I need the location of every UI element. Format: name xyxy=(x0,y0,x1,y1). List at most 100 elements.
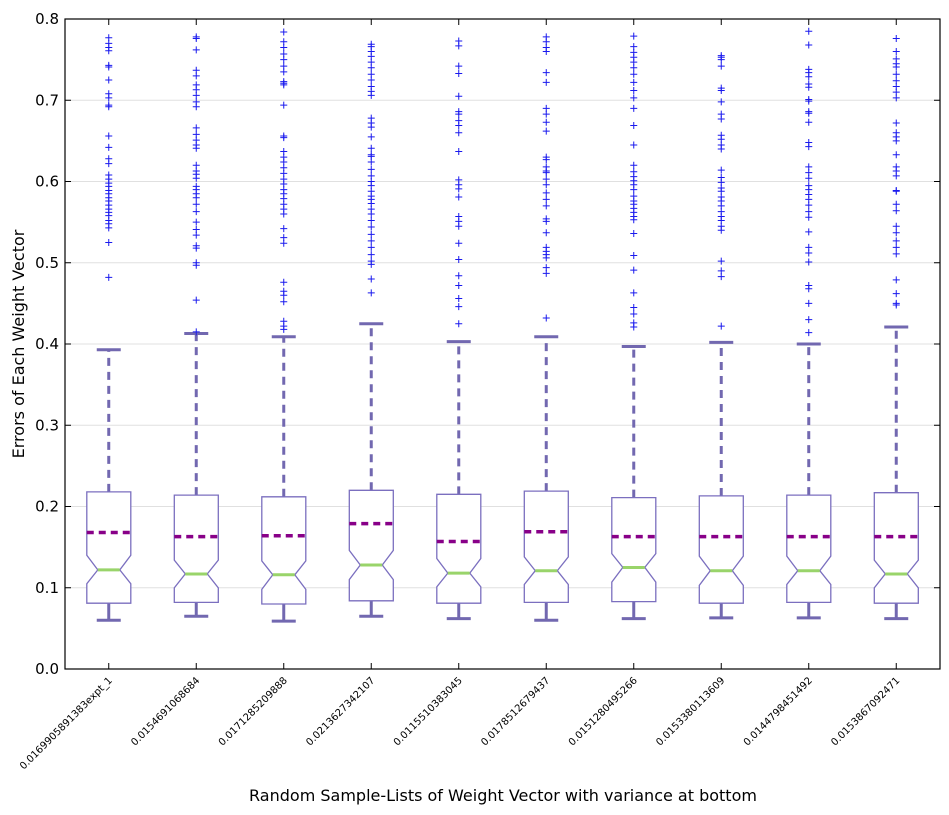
box-group xyxy=(698,52,744,620)
flier-point xyxy=(192,328,200,336)
box-group xyxy=(173,33,219,618)
flier-point xyxy=(542,264,550,272)
flier-point xyxy=(280,50,288,58)
flier-point xyxy=(892,35,900,42)
flier-point xyxy=(455,282,463,289)
flier-point xyxy=(717,110,725,118)
flier-point xyxy=(630,319,638,327)
flier-point xyxy=(805,139,813,146)
flier-point xyxy=(542,215,550,223)
flier-point xyxy=(805,41,813,49)
flier-point xyxy=(367,243,375,251)
flier-point xyxy=(367,144,375,152)
flier-point xyxy=(805,95,813,103)
flier-point xyxy=(280,28,288,36)
flier-point xyxy=(805,163,813,171)
flier-point xyxy=(630,70,638,78)
flier-point xyxy=(805,316,813,324)
box-group xyxy=(86,34,132,622)
box-group xyxy=(261,28,307,623)
flier-point xyxy=(280,38,288,46)
flier-point xyxy=(192,225,200,233)
flier-point xyxy=(892,243,900,251)
flier-point xyxy=(192,259,200,267)
flier-point xyxy=(542,78,550,86)
flier-point xyxy=(455,92,463,100)
flier-point xyxy=(367,251,375,259)
flier-point xyxy=(717,173,725,181)
box-group xyxy=(611,32,657,621)
y-axis-ticks: 0.0 0.1 0.2 0.3 0.4 0.5 0.6 0.7 0.8 xyxy=(35,10,940,678)
flier-point xyxy=(542,127,550,135)
flier-point xyxy=(280,132,288,140)
flier-point xyxy=(630,121,638,129)
box-group xyxy=(523,33,569,622)
flier-point xyxy=(192,46,200,54)
flier-point xyxy=(805,208,813,216)
flier-point xyxy=(630,251,638,259)
flier-point xyxy=(455,193,463,201)
box-group xyxy=(873,35,919,621)
flier-point xyxy=(105,34,113,42)
flier-point xyxy=(192,208,200,216)
flier-point xyxy=(542,69,550,77)
flier-point xyxy=(367,165,375,173)
flier-point xyxy=(280,225,288,233)
x-tick-label: 0.0151280495266 xyxy=(567,675,640,748)
flier-point xyxy=(805,243,813,251)
flier-point xyxy=(630,104,638,112)
flier-point xyxy=(542,314,550,322)
flier-point xyxy=(892,229,900,237)
flier-point xyxy=(805,282,813,289)
flier-point xyxy=(105,101,113,109)
notched-box xyxy=(86,491,132,604)
flier-point xyxy=(892,55,900,63)
flier-point xyxy=(717,62,725,70)
flier-point xyxy=(805,80,813,88)
flier-point xyxy=(892,222,900,230)
flier-point xyxy=(542,118,550,126)
flier-point xyxy=(367,82,375,90)
flier-point xyxy=(455,239,463,247)
flier-point xyxy=(280,78,288,86)
flier-point xyxy=(280,278,288,286)
notched-box xyxy=(698,495,744,604)
x-tick-label: 0.0115510383045 xyxy=(392,675,465,748)
x-tick-label: 0.0144798451492 xyxy=(742,675,815,748)
x-tick-label: 0.0178512679437 xyxy=(479,675,552,748)
flier-point xyxy=(717,322,725,330)
flier-point xyxy=(542,243,550,251)
flier-point xyxy=(455,212,463,220)
flier-point xyxy=(455,295,463,302)
flier-point xyxy=(105,61,113,69)
flier-point xyxy=(367,223,375,231)
flier-point xyxy=(367,40,375,48)
flier-point xyxy=(542,175,550,183)
flier-point xyxy=(805,65,813,73)
flier-point xyxy=(892,186,900,194)
flier-point xyxy=(105,155,113,163)
flier-point xyxy=(455,272,463,280)
flier-point xyxy=(892,77,900,85)
flier-point xyxy=(367,217,375,224)
flier-point xyxy=(630,289,638,297)
flier-point xyxy=(192,200,200,208)
box-group xyxy=(786,27,832,620)
flier-point xyxy=(630,78,638,86)
notched-box xyxy=(436,493,482,604)
y-tick-label: 0.8 xyxy=(35,10,59,28)
flier-point xyxy=(542,33,550,41)
flier-point xyxy=(630,161,638,169)
flier-point xyxy=(892,299,900,307)
x-tick-label: 0.0171285209888 xyxy=(217,675,290,748)
flier-point xyxy=(630,266,638,274)
flier-point xyxy=(280,287,288,295)
flier-point xyxy=(892,70,900,78)
flier-point xyxy=(892,119,900,127)
flier-point xyxy=(892,151,900,159)
flier-point xyxy=(105,143,113,151)
flier-point xyxy=(542,195,550,203)
flier-point xyxy=(805,299,813,307)
flier-point xyxy=(630,43,638,51)
flier-point xyxy=(192,296,200,304)
